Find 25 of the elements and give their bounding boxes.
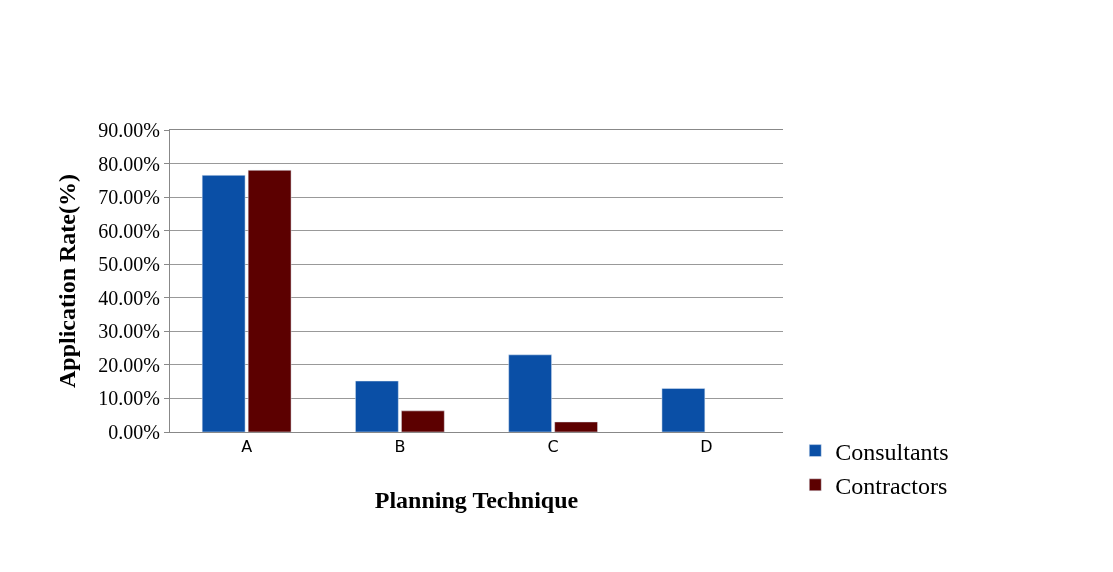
y-tick-label: 0.00% — [108, 421, 160, 443]
x-tick-label: A — [241, 437, 253, 457]
y-tick-label: 50.00% — [98, 253, 160, 276]
y-tick-label: 30.00% — [98, 320, 160, 343]
y-tick-label: 10.00% — [98, 387, 160, 410]
x-tick-label: D — [700, 437, 713, 457]
bar — [201, 175, 246, 432]
y-tick-label: 60.00% — [98, 219, 160, 242]
bar — [661, 388, 706, 432]
y-tick-label: 20.00% — [98, 353, 160, 376]
x-tick-label: C — [547, 437, 559, 457]
bar — [247, 170, 292, 432]
y-axis-title: Application Rate(%) — [54, 174, 81, 388]
y-tick-label: 80.00% — [98, 152, 160, 175]
bar — [355, 380, 399, 432]
y-tick-label: 40.00% — [98, 286, 160, 309]
x-tick-label: B — [394, 437, 406, 457]
y-tick-label: 70.00% — [98, 186, 160, 209]
legend-label: Consultants — [835, 438, 949, 465]
legend-label: Contractors — [835, 473, 948, 500]
bar — [508, 354, 552, 432]
bar — [401, 410, 445, 432]
y-tick-label: 90.00% — [98, 119, 160, 141]
x-axis-title: Planning Technique — [374, 486, 579, 513]
bar — [554, 421, 598, 432]
